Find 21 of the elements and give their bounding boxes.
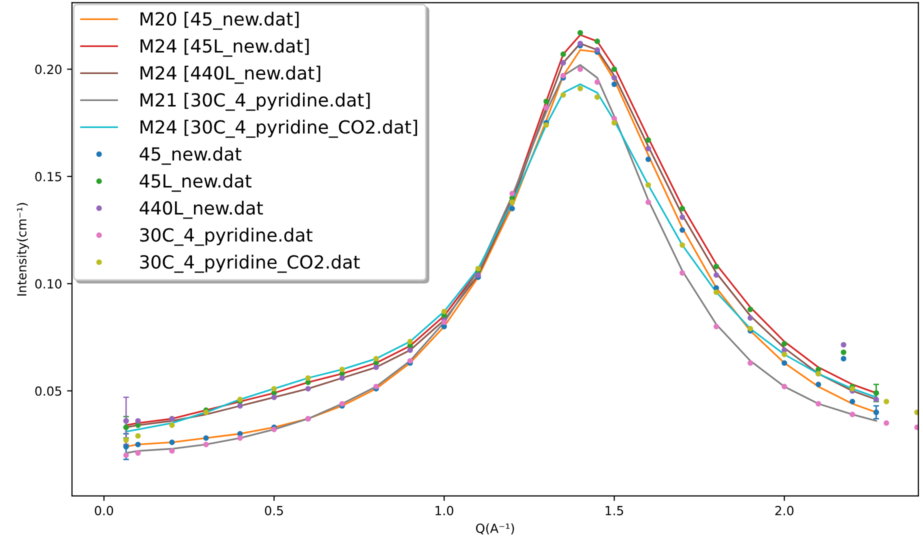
legend-label: M21 [30C_4_pyridine.dat] — [140, 92, 370, 111]
legend-label: 45_new.dat — [140, 146, 242, 165]
legend-label: M24 [30C_4_pyridine_CO2.dat] — [140, 120, 418, 138]
legend-label: M24 [440L_new.dat] — [140, 66, 320, 84]
y-tick-label: 0.15 — [35, 172, 62, 182]
y-tick-label: 0.10 — [35, 279, 62, 289]
x-tick-label: 2.0 — [775, 506, 794, 516]
y-axis-title: Intensity(cm⁻¹) — [16, 203, 29, 296]
x-tick-label: 1.0 — [436, 506, 454, 516]
x-tick-label: 0.5 — [264, 506, 283, 516]
legend-label: M24 [45L_new.dat] — [140, 38, 309, 57]
x-axis-title: Q(A⁻¹) — [476, 523, 514, 534]
legend-label: 30C_4_pyridine_CO2.dat — [140, 254, 360, 273]
legend-label: 45L_new.dat — [140, 174, 252, 192]
x-tick-label: 0.0 — [94, 506, 114, 516]
legend-label: 440L_new.dat — [140, 200, 263, 219]
y-tick-label: 0.05 — [35, 386, 62, 396]
x-tick-label: 1.5 — [606, 506, 624, 516]
legend-label: 30C_4_pyridine.dat — [140, 228, 312, 246]
legend-label: M20 [45_new.dat] — [140, 12, 299, 30]
y-tick-label: 0.20 — [35, 64, 62, 74]
